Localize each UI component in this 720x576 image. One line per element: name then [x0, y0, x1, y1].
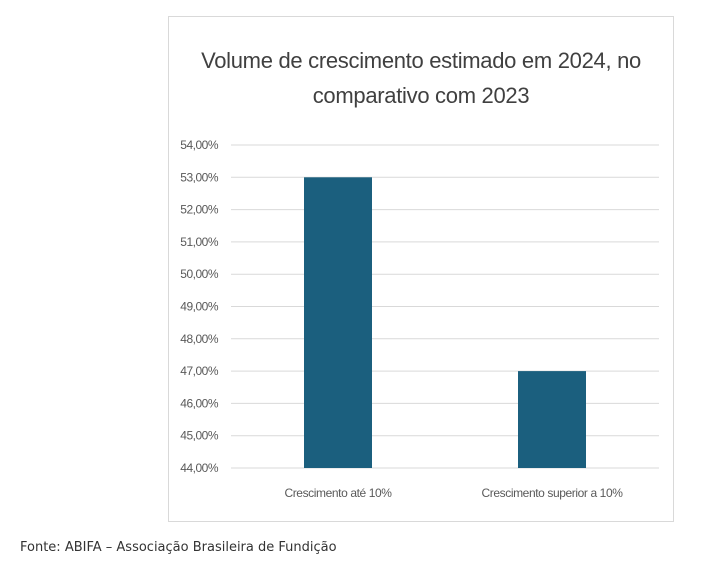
- bar-2: [518, 371, 586, 468]
- chart-title-line-1: Volume de crescimento estimado em 2024, …: [201, 48, 641, 73]
- chart-container: Volume de crescimento estimado em 2024, …: [168, 16, 674, 522]
- y-tick-label: 50,00%: [180, 267, 219, 281]
- y-tick-label: 51,00%: [180, 235, 219, 249]
- y-tick-label: 54,00%: [180, 138, 219, 152]
- y-tick-label: 47,00%: [180, 364, 219, 378]
- y-tick-label: 44,00%: [180, 461, 219, 475]
- y-tick-label: 48,00%: [180, 332, 219, 346]
- y-tick-label: 49,00%: [180, 300, 219, 314]
- bar-chart-plot: 44,00% 45,00% 46,00% 47,00% 48,00% 49,00% 50,0…: [180, 138, 659, 500]
- x-category-label: Crescimento até 10%: [284, 486, 392, 500]
- y-tick-label: 45,00%: [180, 429, 219, 443]
- source-caption: Fonte: ABIFA – Associação Brasileira de …: [20, 540, 337, 555]
- chart-title: Volume de crescimento estimado em 2024, …: [169, 43, 673, 113]
- y-tick-label: 53,00%: [180, 170, 219, 184]
- bar-1: [304, 177, 372, 469]
- y-tick-label: 46,00%: [180, 396, 219, 410]
- x-category-label: Crescimento superior a 10%: [481, 486, 623, 500]
- chart-title-line-2: comparativo com 2023: [312, 83, 530, 108]
- y-tick-label: 52,00%: [180, 203, 219, 217]
